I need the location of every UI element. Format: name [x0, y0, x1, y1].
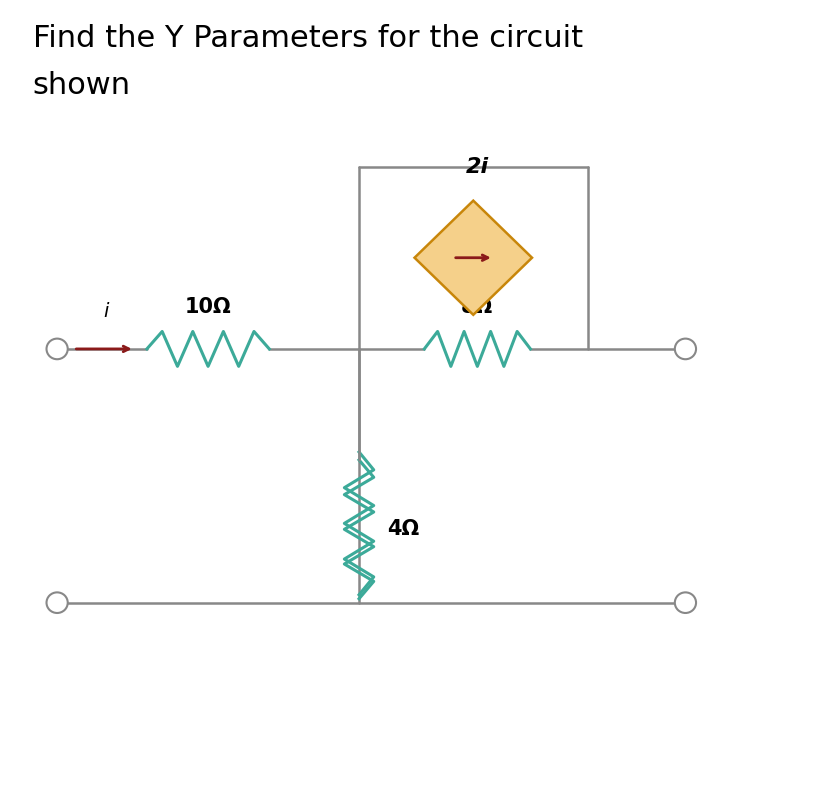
Circle shape [675, 339, 696, 359]
Text: 4Ω: 4Ω [388, 519, 420, 539]
Text: Find the Y Parameters for the circuit: Find the Y Parameters for the circuit [33, 24, 583, 53]
Circle shape [47, 592, 68, 613]
Text: i: i [104, 302, 109, 321]
Text: 10Ω: 10Ω [184, 297, 232, 317]
Text: 2i: 2i [466, 157, 489, 177]
Circle shape [47, 339, 68, 359]
Text: shown: shown [33, 71, 131, 101]
Polygon shape [415, 201, 532, 315]
Circle shape [675, 592, 696, 613]
Text: 8Ω: 8Ω [461, 297, 494, 317]
